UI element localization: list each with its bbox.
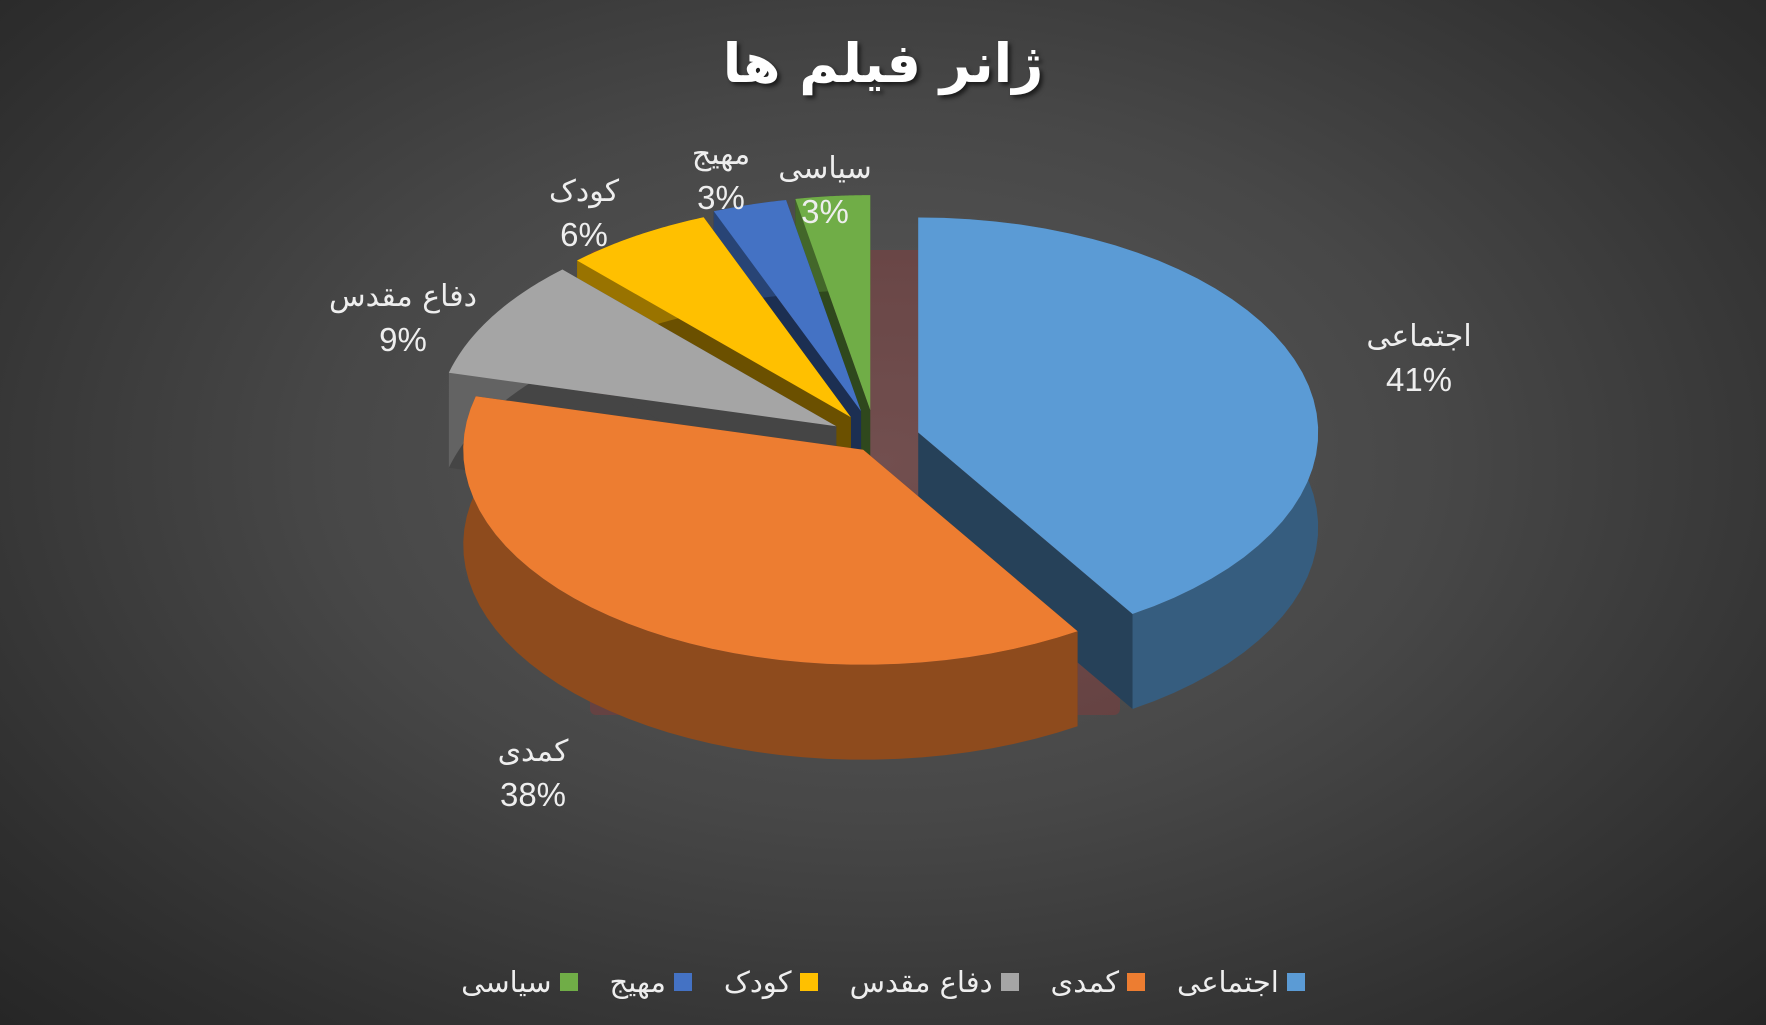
slice-top-face — [463, 396, 1078, 665]
data-label-value: 6% — [560, 216, 608, 253]
data-label-value: 3% — [801, 193, 849, 230]
legend-swatch — [1127, 973, 1146, 991]
legend-label: سیاسی — [461, 965, 552, 999]
legend: اجتماعی کمدی دفاع مقدس کودک مهیج سیاسی — [0, 965, 1766, 999]
legend-swatch — [799, 973, 818, 991]
data-label-category: سیاسی — [778, 151, 872, 186]
legend-label: کمدی — [1050, 965, 1120, 999]
data-label-value: 9% — [379, 321, 427, 358]
data-label: کمدی 38% — [498, 730, 569, 816]
legend-label: دفاع مقدس — [849, 965, 993, 999]
data-label-value: 38% — [499, 776, 567, 813]
chart-title: ژانر فیلم ها — [722, 32, 1044, 95]
legend-item: کودک — [724, 965, 818, 999]
legend-item: اجتماعی — [1177, 965, 1305, 999]
legend-label: مهیج — [609, 965, 666, 999]
legend-item: سیاسی — [461, 965, 578, 999]
legend-label: کودک — [723, 965, 792, 999]
slice-top-face — [918, 217, 1319, 614]
data-label: اجتماعی 41% — [1366, 315, 1471, 401]
data-label-category: مهیج — [691, 137, 751, 172]
legend-swatch — [1286, 973, 1305, 991]
slice-top-face — [577, 217, 851, 418]
data-label: کودک 6% — [549, 170, 619, 256]
data-label: مهیج 3% — [692, 133, 750, 219]
data-label-category: اجتماعی — [1366, 319, 1472, 354]
legend-item: دفاع مقدس — [850, 965, 1019, 999]
slice-top-face — [795, 195, 871, 411]
pie-slice-1 — [463, 396, 1078, 760]
slice-outer-wall — [463, 396, 1078, 760]
data-label-category: دفاع مقدس — [329, 279, 477, 314]
legend-swatch — [559, 973, 578, 991]
slice-top-face — [713, 199, 862, 412]
legend-label: اجتماعی — [1177, 965, 1279, 999]
data-label-category: کمدی — [497, 734, 569, 769]
slice-side-face — [918, 432, 1133, 709]
slice-top-face — [448, 269, 837, 427]
legend-item: کمدی — [1051, 965, 1146, 999]
legend-swatch — [1000, 973, 1019, 991]
data-label-value: 3% — [697, 179, 745, 216]
legend-item: مهیج — [610, 965, 692, 999]
pie-slice-0 — [918, 217, 1319, 709]
data-label-category: کودک — [549, 174, 619, 209]
data-label: سیاسی 3% — [778, 147, 871, 233]
data-label-value: 41% — [1385, 361, 1453, 398]
legend-swatch — [673, 973, 692, 991]
data-label: دفاع مقدس 9% — [329, 275, 477, 361]
